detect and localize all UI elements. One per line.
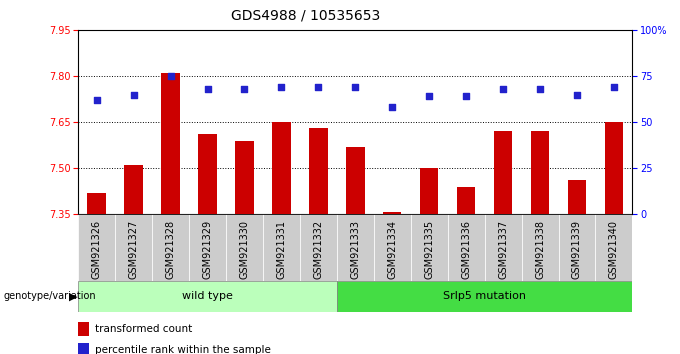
Text: GSM921332: GSM921332 (313, 219, 324, 279)
Point (387, 104, 398, 110)
Text: GSM921326: GSM921326 (92, 219, 102, 279)
Bar (78, 343, 89, 354)
Text: Srlp5 mutation: Srlp5 mutation (443, 291, 526, 302)
Text: percentile rank within the sample: percentile rank within the sample (95, 344, 271, 354)
Bar (78, 281, 337, 312)
Text: GSM921329: GSM921329 (203, 219, 213, 279)
Text: GSM921336: GSM921336 (461, 219, 471, 279)
Text: GSM921338: GSM921338 (535, 219, 545, 279)
Bar (337, 214, 374, 281)
Point (276, 84, 287, 90)
Bar (300, 214, 337, 281)
Point (165, 73, 176, 79)
Text: wild type: wild type (182, 291, 233, 302)
Text: GSM921328: GSM921328 (165, 219, 175, 279)
Point (460, 93, 471, 99)
Bar (226, 214, 263, 281)
Point (202, 86, 213, 92)
Bar (374, 214, 411, 281)
Bar (447, 214, 485, 281)
Bar (337, 281, 632, 312)
Text: GSM921330: GSM921330 (239, 219, 250, 279)
Bar (78, 322, 89, 336)
Text: GSM921339: GSM921339 (572, 219, 582, 279)
Bar (420, 168, 439, 214)
Text: ▶: ▶ (69, 291, 78, 302)
Bar (605, 122, 623, 214)
Bar (78, 214, 115, 281)
Point (498, 86, 509, 92)
Bar (161, 73, 180, 214)
Point (313, 84, 324, 90)
Bar (272, 122, 290, 214)
Bar (189, 214, 226, 281)
Bar (263, 214, 300, 281)
Bar (152, 214, 189, 281)
Text: GDS4988 / 10535653: GDS4988 / 10535653 (231, 9, 381, 23)
Text: GSM921337: GSM921337 (498, 219, 508, 279)
Bar (596, 214, 632, 281)
Bar (411, 214, 447, 281)
Point (609, 84, 619, 90)
Bar (199, 135, 217, 214)
Point (128, 92, 139, 97)
Bar (568, 181, 586, 214)
Point (424, 93, 435, 99)
Text: transformed count: transformed count (95, 324, 192, 334)
Text: GSM921340: GSM921340 (609, 219, 619, 279)
Bar (383, 212, 401, 214)
Bar (522, 214, 558, 281)
Text: GSM921331: GSM921331 (276, 219, 286, 279)
Text: genotype/variation: genotype/variation (3, 291, 96, 302)
Bar (235, 141, 254, 214)
Bar (485, 214, 522, 281)
Bar (115, 214, 152, 281)
Point (534, 86, 545, 92)
Text: GSM921334: GSM921334 (387, 219, 397, 279)
Point (91, 97, 102, 103)
Text: GSM921335: GSM921335 (424, 219, 435, 279)
Bar (124, 165, 143, 214)
Bar (531, 131, 549, 214)
Point (239, 86, 250, 92)
Bar (494, 131, 512, 214)
Text: GSM921333: GSM921333 (350, 219, 360, 279)
Bar (457, 187, 475, 214)
Bar (558, 214, 596, 281)
Point (350, 84, 360, 90)
Bar (346, 147, 364, 214)
Bar (88, 193, 106, 214)
Point (571, 92, 582, 97)
Text: GSM921327: GSM921327 (129, 219, 139, 279)
Bar (309, 128, 328, 214)
